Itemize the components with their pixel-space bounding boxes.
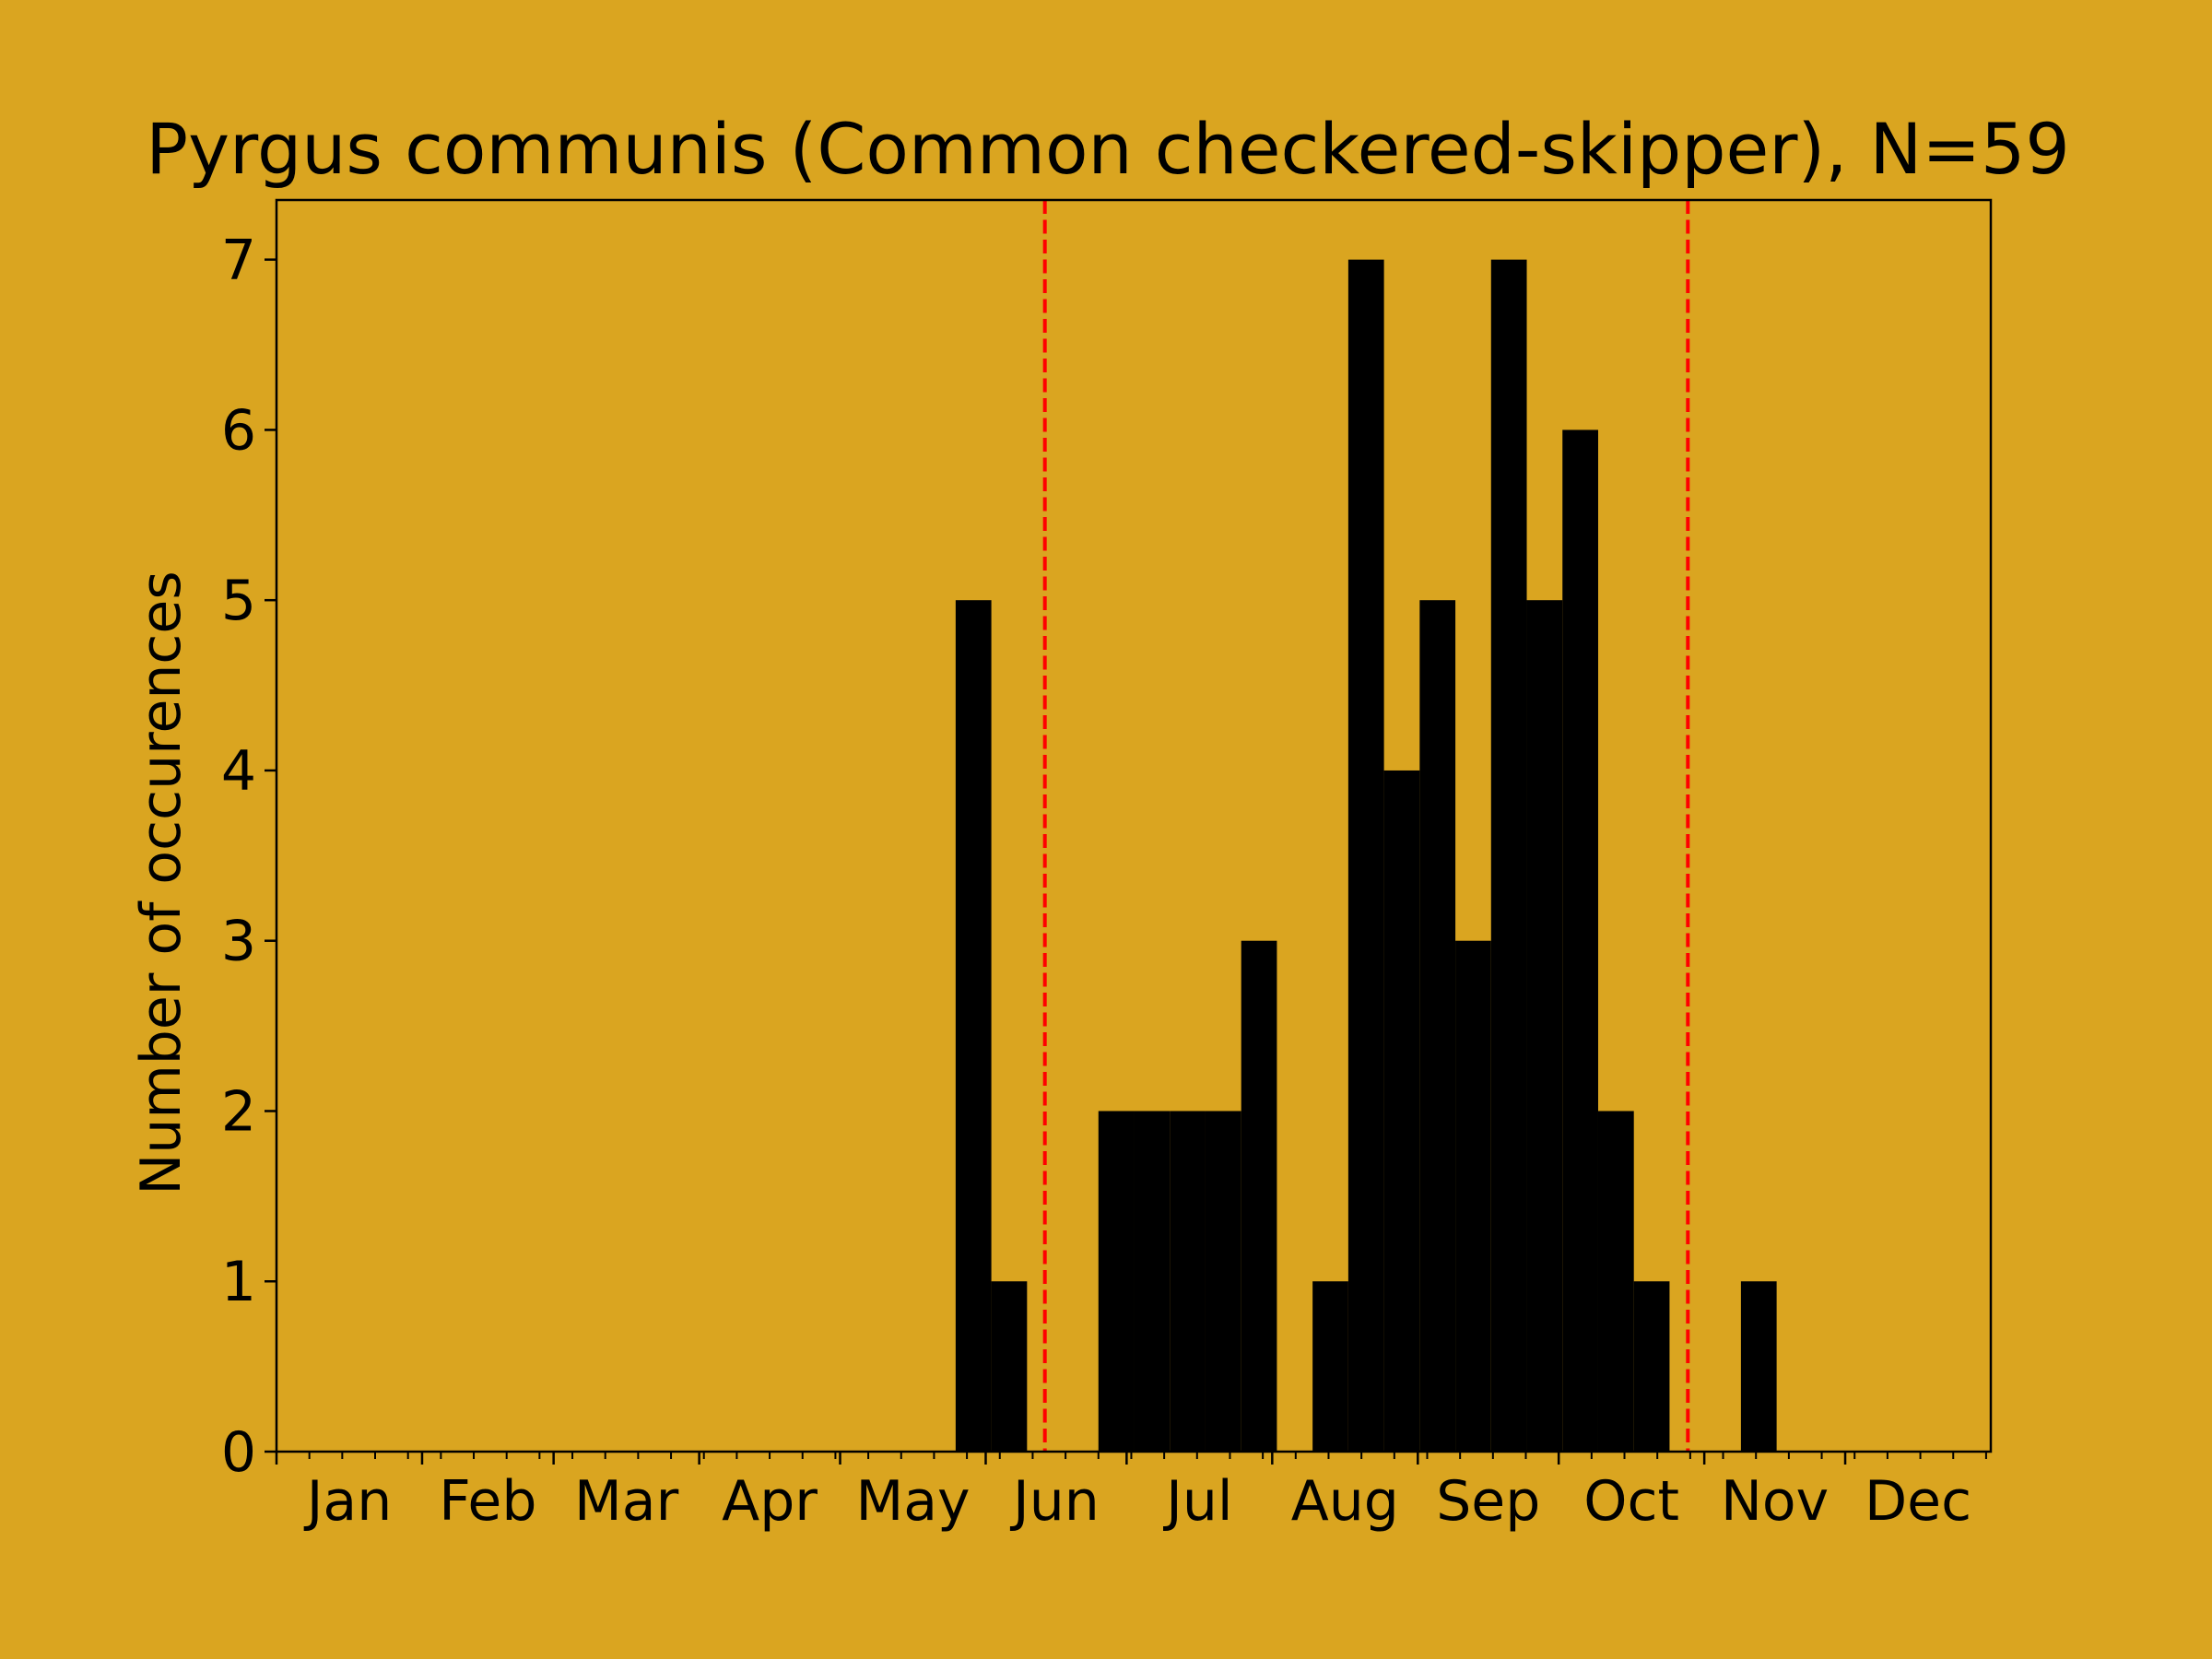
x-tick-label: Jul bbox=[1162, 1469, 1232, 1534]
reference-lines-layer bbox=[1042, 200, 1690, 1452]
histogram-bar bbox=[991, 1281, 1028, 1452]
x-tick-label: Jun bbox=[1009, 1469, 1100, 1534]
y-tick-label: 5 bbox=[221, 569, 256, 633]
x-tick-label: May bbox=[855, 1469, 970, 1534]
histogram-bar bbox=[1205, 1111, 1241, 1452]
y-tick-label: 7 bbox=[221, 229, 256, 293]
histogram-bar bbox=[1134, 1111, 1171, 1452]
histogram-bar bbox=[1419, 600, 1456, 1452]
chart-title: Pyrgus communis (Common checkered-skippe… bbox=[146, 108, 2070, 190]
y-tick-label: 2 bbox=[221, 1079, 256, 1144]
axes-layer: 0 1 2 3 4 5 6 7 Jan Feb Mar Apr May Jun Jul Aug Sep Oct No… bbox=[221, 198, 1993, 1534]
x-tick-label: Mar bbox=[574, 1469, 679, 1534]
histogram-bar bbox=[1740, 1281, 1777, 1452]
histogram-bar bbox=[1312, 1281, 1348, 1452]
histogram-bar bbox=[1562, 429, 1598, 1452]
y-tick-label: 6 bbox=[221, 398, 256, 463]
y-tick-label: 0 bbox=[221, 1420, 256, 1485]
histogram-bar bbox=[1490, 259, 1527, 1453]
histogram-bar bbox=[1633, 1281, 1670, 1452]
bars-layer bbox=[955, 259, 1777, 1453]
x-tick-label: Oct bbox=[1583, 1469, 1679, 1534]
y-tick-label: 1 bbox=[221, 1250, 256, 1314]
y-axis-label: Number of occurences bbox=[129, 571, 194, 1194]
x-tick-label: Jan bbox=[303, 1469, 393, 1534]
histogram-bar bbox=[1597, 1111, 1634, 1452]
y-tick-label: 3 bbox=[221, 910, 256, 974]
histogram-bar bbox=[1383, 770, 1420, 1452]
x-tick-label: Feb bbox=[439, 1469, 536, 1534]
x-tick-label: Aug bbox=[1291, 1469, 1399, 1534]
x-tick-label: Sep bbox=[1436, 1469, 1540, 1534]
histogram-bar bbox=[1170, 1111, 1206, 1452]
histogram-bar bbox=[1347, 259, 1384, 1453]
plot-frame bbox=[275, 198, 1993, 1453]
histogram-bar bbox=[1241, 940, 1277, 1452]
y-tick-label: 4 bbox=[221, 739, 256, 804]
x-tick-label: Dec bbox=[1865, 1469, 1971, 1534]
x-tick-label: Apr bbox=[722, 1469, 818, 1534]
histogram-bar bbox=[955, 600, 992, 1452]
histogram-bar bbox=[1098, 1111, 1135, 1452]
histogram-bar bbox=[1455, 940, 1491, 1452]
histogram-bar bbox=[1526, 600, 1563, 1452]
x-tick-label: Nov bbox=[1721, 1469, 1829, 1534]
